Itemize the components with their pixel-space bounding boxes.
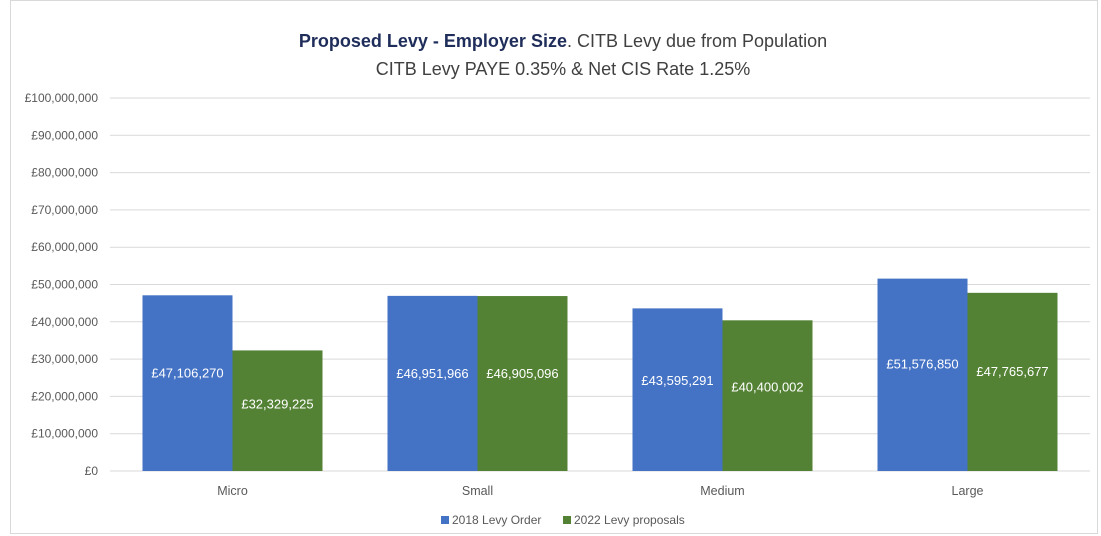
bar xyxy=(142,295,233,471)
x-axis: Micro Small Medium Large xyxy=(217,484,983,498)
y-tick-label: £50,000,000 xyxy=(31,278,98,292)
chart-subtitle: CITB Levy PAYE 0.35% & Net CIS Rate 1.25… xyxy=(376,59,751,79)
y-tick-label: £100,000,000 xyxy=(25,91,99,105)
y-tick-label: £70,000,000 xyxy=(31,203,98,217)
bar xyxy=(387,295,478,471)
y-tick-label: £20,000,000 xyxy=(31,389,98,403)
x-tick-label: Large xyxy=(952,484,984,498)
data-label: £46,951,966 xyxy=(396,366,468,381)
legend-label: 2018 Levy Order xyxy=(452,513,541,527)
y-tick-label: £0 xyxy=(85,464,99,478)
y-tick-label: £60,000,000 xyxy=(31,240,98,254)
data-label: £46,905,096 xyxy=(486,366,558,381)
y-axis: £0 £10,000,000 £20,000,000 £30,000,000 £40,0… xyxy=(25,91,99,478)
legend-label: 2022 Levy proposals xyxy=(574,513,685,527)
x-tick-label: Medium xyxy=(700,484,744,498)
legend-swatch xyxy=(563,516,571,524)
bar xyxy=(722,320,813,471)
bar xyxy=(477,296,568,471)
y-tick-label: £80,000,000 xyxy=(31,166,98,180)
x-tick-label: Small xyxy=(462,484,493,498)
data-label: £47,106,270 xyxy=(151,366,223,381)
legend-swatch xyxy=(441,516,449,524)
y-tick-label: £10,000,000 xyxy=(31,427,98,441)
data-label: £32,329,225 xyxy=(241,396,313,411)
legend: 2018 Levy Order 2022 Levy proposals xyxy=(441,513,685,527)
y-tick-label: £40,000,000 xyxy=(31,315,98,329)
chart-title: Proposed Levy - Employer Size. CITB Levy… xyxy=(299,31,827,51)
y-tick-label: £90,000,000 xyxy=(31,128,98,142)
bar xyxy=(232,350,323,471)
y-tick-label: £30,000,000 xyxy=(31,352,98,366)
chart-title-bold: Proposed Levy - Employer Size xyxy=(299,31,567,51)
chart-title-rest: . CITB Levy due from Population xyxy=(567,31,827,51)
data-label: £43,595,291 xyxy=(641,373,713,388)
bar xyxy=(967,292,1058,471)
x-tick-label: Micro xyxy=(217,484,248,498)
bar xyxy=(877,278,968,471)
data-label: £40,400,002 xyxy=(731,380,803,395)
bars: £47,106,270 £32,329,225 £46,951,966 £46,905… xyxy=(142,278,1058,471)
bar xyxy=(632,308,723,471)
data-label: £47,765,677 xyxy=(976,364,1048,379)
data-label: £51,576,850 xyxy=(886,356,958,371)
